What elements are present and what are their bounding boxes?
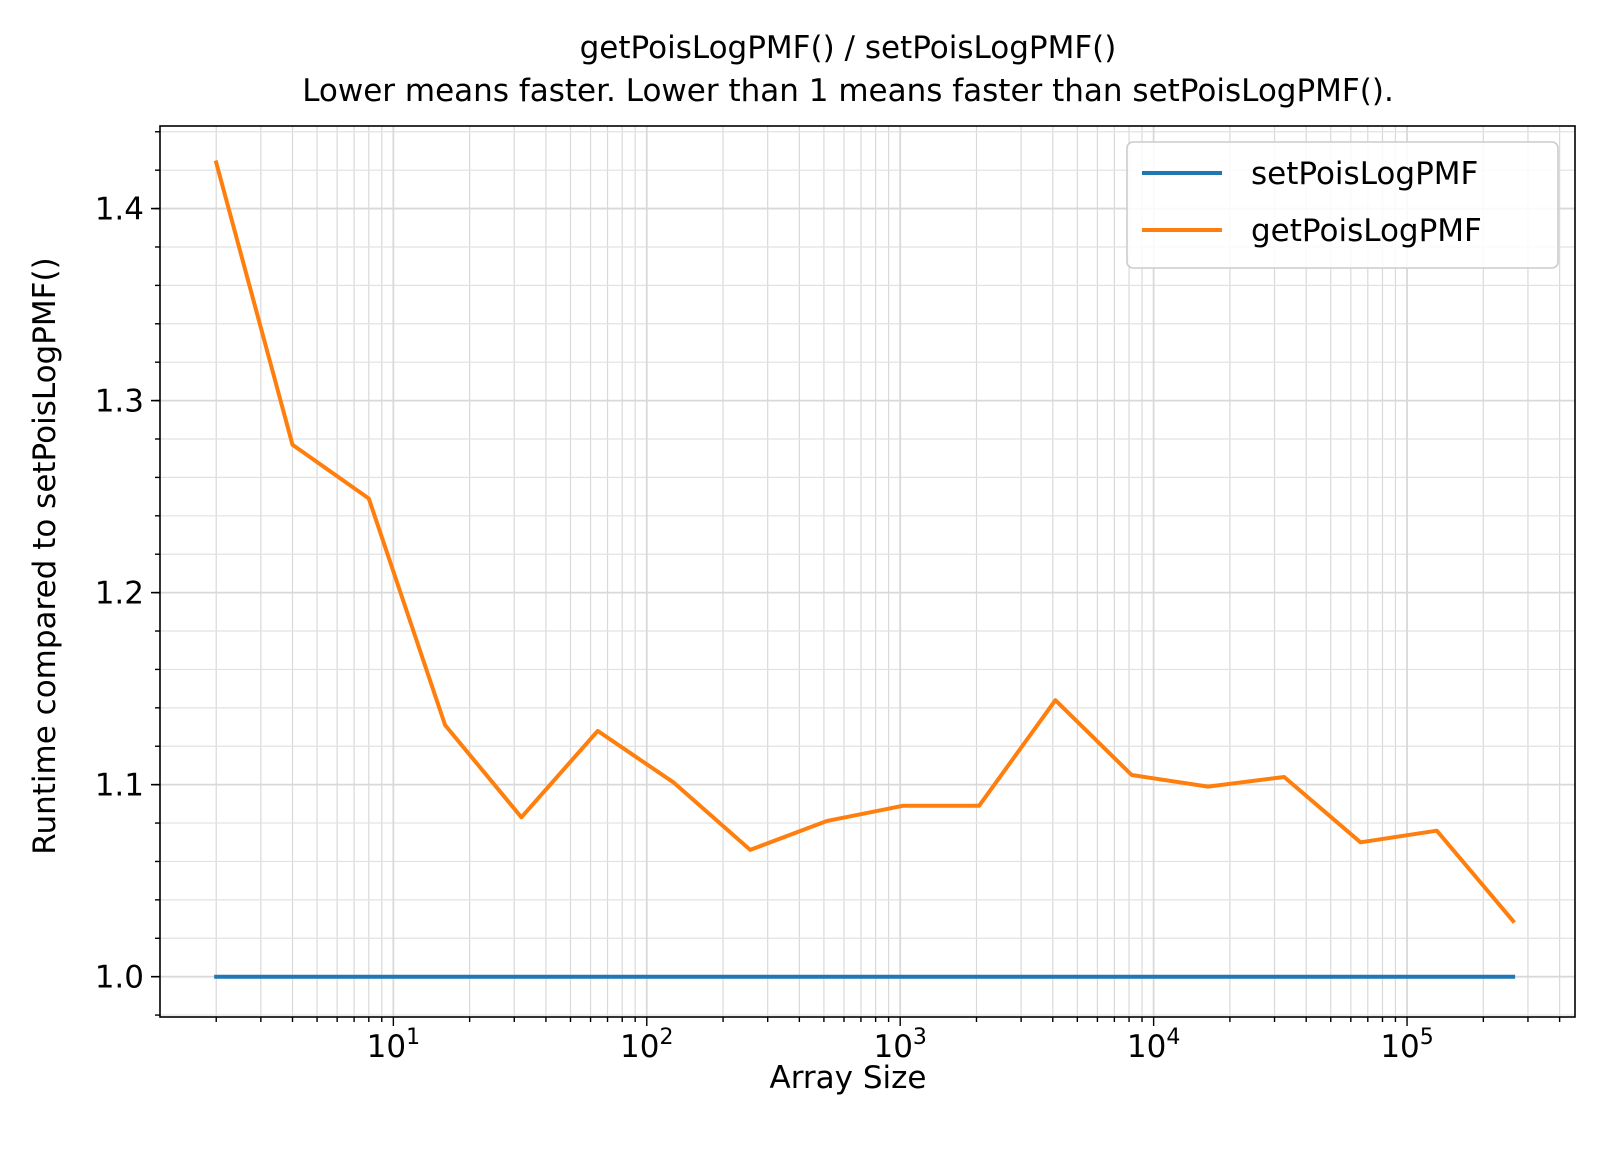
y-tick-label: 1.3 — [95, 384, 144, 420]
x-tick-label: 101 — [367, 1025, 420, 1065]
x-tick-label: 104 — [1127, 1025, 1180, 1065]
legend-label-getpoislogpmf: getPoisLogPMF — [1251, 213, 1482, 249]
y-tick-label: 1.2 — [95, 576, 144, 612]
y-tick-label: 1.4 — [95, 192, 144, 228]
legend-box — [1126, 141, 1559, 269]
x-tick-label: 105 — [1380, 1025, 1433, 1065]
x-axis-label: Array Size — [770, 1060, 927, 1096]
x-tick-label: 103 — [873, 1025, 926, 1065]
legend: setPoisLogPMF getPoisLogPMF — [1126, 141, 1559, 269]
y-axis-label: Runtime compared to setPoisLogPMF() — [27, 257, 63, 854]
series-line-getpoislogpmf — [213, 160, 1516, 924]
y-tick-label: 1.0 — [95, 960, 144, 996]
x-axis-tick-labels: 101 102 103 104 105 — [367, 1025, 1434, 1065]
y-axis-tick-labels: 1.0 1.1 1.2 1.3 1.4 — [95, 192, 144, 996]
chart-title: getPoisLogPMF() / setPoisLogPMF() — [580, 30, 1117, 66]
chart-subtitle: Lower means faster. Lower than 1 means f… — [302, 73, 1394, 109]
plot-area-frame — [159, 125, 1576, 1018]
minor-grid — [160, 126, 1575, 1017]
series-layer — [213, 160, 1516, 979]
legend-label-setpoislogpmf: setPoisLogPMF — [1251, 156, 1478, 192]
y-tick-label: 1.1 — [95, 768, 144, 804]
x-tick-label: 102 — [620, 1025, 673, 1065]
axis-ticks — [151, 131, 1561, 1026]
